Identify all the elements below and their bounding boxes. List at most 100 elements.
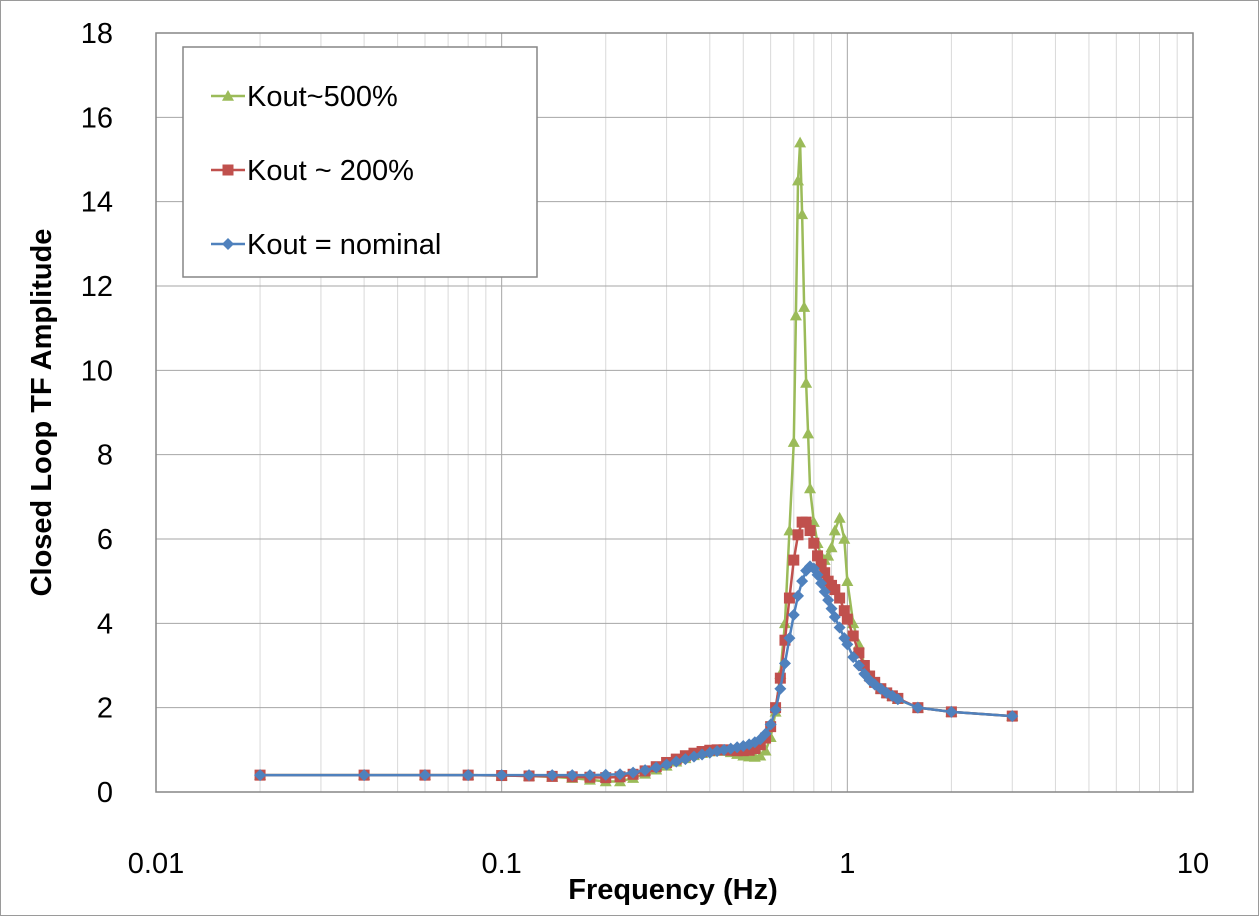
x-tick-label: 1 bbox=[839, 848, 855, 880]
y-tick-label: 4 bbox=[97, 608, 113, 640]
data-point bbox=[825, 541, 838, 553]
data-point bbox=[792, 529, 804, 541]
data-point bbox=[808, 537, 820, 549]
data-point bbox=[792, 174, 805, 186]
data-point bbox=[779, 634, 791, 646]
data-point bbox=[834, 592, 846, 604]
x-tick-label: 0.01 bbox=[128, 848, 184, 880]
x-axis-title: Frequency (Hz) bbox=[568, 874, 777, 906]
data-point bbox=[566, 769, 579, 782]
data-point bbox=[254, 769, 267, 782]
legend-marker bbox=[222, 238, 234, 250]
data-point bbox=[783, 592, 795, 604]
data-point bbox=[660, 758, 673, 771]
legend-marker bbox=[222, 90, 234, 101]
data-point bbox=[783, 632, 796, 645]
data-point bbox=[841, 575, 854, 586]
data-point bbox=[804, 525, 816, 537]
data-point bbox=[787, 436, 800, 447]
data-point bbox=[358, 769, 371, 782]
y-tick-label: 0 bbox=[97, 777, 113, 809]
data-point bbox=[891, 693, 904, 706]
legend-box bbox=[182, 46, 538, 278]
data-point bbox=[774, 682, 787, 695]
data-point bbox=[838, 605, 850, 617]
data-point bbox=[583, 769, 596, 782]
y-tick-label: 6 bbox=[97, 524, 113, 556]
data-point bbox=[833, 511, 846, 523]
legend-items: Kout~500% Kout ~ 200% Kout = nominal bbox=[211, 81, 441, 261]
data-point bbox=[1006, 710, 1019, 723]
data-point bbox=[462, 769, 475, 782]
data-point bbox=[811, 568, 824, 581]
data-point bbox=[945, 705, 958, 718]
data-point bbox=[853, 647, 865, 659]
data-point bbox=[778, 617, 791, 629]
data-point bbox=[546, 769, 559, 782]
data-point bbox=[792, 589, 805, 602]
y-tick-label: 18 bbox=[81, 18, 113, 50]
data-point bbox=[804, 482, 817, 494]
data-point bbox=[599, 768, 612, 781]
data-point bbox=[523, 769, 536, 782]
x-tick-label: 10 bbox=[1177, 848, 1209, 880]
y-tick-label: 10 bbox=[81, 355, 113, 387]
y-tick-label: 14 bbox=[81, 187, 113, 219]
data-point bbox=[787, 608, 800, 621]
data-point bbox=[796, 208, 809, 220]
data-point bbox=[614, 768, 627, 781]
legend-item: Kout = nominal bbox=[211, 229, 441, 261]
data-point bbox=[847, 651, 860, 664]
y-tick-label: 2 bbox=[97, 693, 113, 725]
data-point bbox=[764, 718, 777, 731]
x-tick-label: 0.1 bbox=[482, 848, 522, 880]
y-tick-labels: 0 2 4 6 8 10 12 14 16 18 bbox=[81, 18, 113, 809]
legend-item: Kout~500% bbox=[211, 81, 398, 113]
data-point bbox=[852, 659, 865, 672]
legend-marker bbox=[222, 164, 234, 176]
data-point bbox=[783, 524, 796, 536]
legend: Kout~500% Kout ~ 200% Kout = nominal bbox=[182, 46, 538, 278]
data-point bbox=[838, 533, 851, 544]
data-point bbox=[800, 516, 812, 528]
data-point bbox=[778, 657, 791, 670]
data-point bbox=[639, 764, 652, 777]
data-point bbox=[679, 753, 692, 766]
data-point bbox=[650, 761, 663, 774]
plot-area-border bbox=[155, 32, 1194, 793]
data-point bbox=[833, 621, 846, 634]
data-point bbox=[670, 755, 683, 768]
data-point bbox=[794, 136, 807, 148]
data-point bbox=[769, 703, 782, 716]
legend-label: Kout~500% bbox=[247, 81, 398, 113]
data-point bbox=[828, 611, 841, 624]
data-point bbox=[841, 638, 854, 651]
y-tick-label: 16 bbox=[81, 102, 113, 134]
data-point bbox=[696, 748, 709, 761]
y-tick-label: 8 bbox=[97, 440, 113, 472]
data-point bbox=[687, 750, 700, 763]
series-1 bbox=[254, 516, 1018, 784]
y-tick-label: 12 bbox=[81, 271, 113, 303]
data-point bbox=[627, 766, 640, 779]
data-point bbox=[495, 769, 508, 782]
data-point bbox=[829, 584, 841, 596]
data-point bbox=[819, 567, 831, 579]
legend-item: Kout ~ 200% bbox=[211, 155, 414, 187]
data-point bbox=[789, 309, 802, 321]
data-point bbox=[796, 575, 809, 588]
data-point bbox=[828, 524, 841, 536]
data-point bbox=[847, 630, 859, 642]
data-point bbox=[822, 549, 835, 561]
legend-label: Kout ~ 200% bbox=[247, 155, 414, 187]
data-point bbox=[774, 672, 786, 684]
data-point bbox=[788, 554, 800, 566]
data-point bbox=[418, 769, 431, 782]
data-point bbox=[812, 550, 824, 562]
data-point bbox=[815, 558, 827, 570]
x-tick-labels: 0.01 0.1 1 10 bbox=[128, 848, 1209, 880]
series-line bbox=[260, 565, 1013, 777]
data-point bbox=[759, 727, 772, 740]
